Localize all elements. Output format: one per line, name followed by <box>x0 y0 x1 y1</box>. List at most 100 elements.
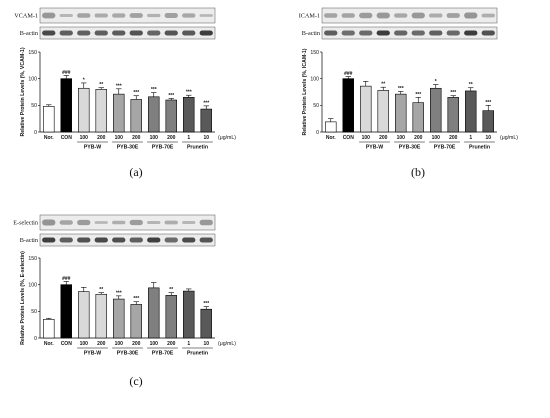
blot-actin-1-band <box>376 30 390 36</box>
y-axis-label: Relative Protein Levels (%, VCAM-1) <box>20 47 26 136</box>
category-label: 100 <box>432 135 441 141</box>
bar <box>165 295 177 339</box>
group-label: PYB-30E <box>117 145 139 151</box>
category-label: 10 <box>485 135 491 141</box>
blot-target-0-band <box>59 14 73 17</box>
blot-target-1-frame <box>321 7 498 24</box>
blot-actin-0-band <box>77 30 91 36</box>
blot-target-0-band <box>164 13 178 18</box>
category-label: 100 <box>397 135 406 141</box>
significance-label: ### <box>62 70 71 76</box>
category-label: 200 <box>132 135 141 141</box>
bar <box>325 121 337 133</box>
category-label: 100 <box>80 341 89 347</box>
blot-label-target: ICAM-1 <box>299 13 320 20</box>
blot-target-2-band <box>77 219 91 226</box>
blot-target-0-band <box>94 13 108 18</box>
category-label: 200 <box>97 135 106 141</box>
blot-target-0-band <box>77 13 91 18</box>
panel-label: (a) <box>129 165 142 179</box>
y-axis-label: Relative Protein Levels (%, E-selectin) <box>20 251 26 345</box>
blot-actin-1 <box>321 26 498 40</box>
unit-label: (μg/mL) <box>500 135 518 141</box>
category-label: 200 <box>97 341 106 347</box>
blot-target-2-band <box>94 221 108 224</box>
blot-actin-2-band <box>129 237 143 243</box>
group-label: Prunetin <box>187 351 208 357</box>
blot-target-1-band <box>341 13 355 18</box>
category-label: 200 <box>167 135 176 141</box>
bar <box>165 99 177 133</box>
blot-target-0-band <box>199 14 213 17</box>
category-label: CON <box>61 341 73 347</box>
category-label: 10 <box>203 135 209 141</box>
bar <box>465 90 477 133</box>
category-label: CON <box>343 135 355 141</box>
blot-actin-2-band <box>182 237 196 243</box>
group-label: PYB-W <box>84 351 101 357</box>
blot-actin-1-frame <box>321 26 498 40</box>
significance-label: ** <box>469 82 473 88</box>
significance-label: * <box>435 79 437 85</box>
bar <box>360 85 372 133</box>
significance-label: *** <box>450 90 456 96</box>
blot-actin-1-band <box>464 30 478 36</box>
bar <box>183 290 195 339</box>
category-label: 100 <box>115 135 124 141</box>
category-label: 100 <box>150 135 159 141</box>
blot-target-0 <box>39 7 216 24</box>
category-label: 200 <box>132 341 141 347</box>
blot-actin-2-band <box>94 237 108 243</box>
significance-label: *** <box>415 92 421 98</box>
significance-label: *** <box>133 90 139 96</box>
significance-label: *** <box>151 87 157 93</box>
category-label: Nor. <box>44 341 54 347</box>
category-label: 200 <box>449 135 458 141</box>
blot-target-0-band <box>42 12 56 19</box>
unit-label: (μg/mL) <box>218 135 236 141</box>
y-tick-label: 0 <box>34 336 37 342</box>
blot-actin-0-band <box>199 30 213 36</box>
blot-target-2-band <box>129 219 143 226</box>
bar <box>130 304 142 339</box>
blot-actin-0-band <box>59 30 73 36</box>
category-label: 100 <box>115 341 124 347</box>
blot-target-2 <box>39 214 216 231</box>
blot-target-1-band <box>429 13 443 18</box>
significance-label: ### <box>62 276 71 282</box>
blot-target-1-band <box>481 13 495 18</box>
blot-target-0-band <box>129 13 143 18</box>
bar <box>377 90 389 133</box>
group-label: PYB-30E <box>117 351 139 357</box>
blot-target-1-band <box>464 12 478 19</box>
significance-label: *** <box>116 83 122 89</box>
blot-actin-1-band <box>446 30 460 36</box>
bar <box>130 99 142 133</box>
blot-target-0-band <box>147 13 161 18</box>
bar <box>148 287 160 339</box>
bar <box>113 93 125 133</box>
blot-actin-1-band <box>341 30 355 36</box>
blot-target-0-band <box>112 13 126 18</box>
bar <box>43 319 55 339</box>
blot-target-2-band <box>182 221 196 224</box>
group-label: PYB-70E <box>434 145 456 151</box>
blot-target-1-band <box>394 13 408 18</box>
significance-label: ** <box>169 287 173 293</box>
bar <box>113 298 125 339</box>
bar <box>60 284 72 339</box>
blot-actin-2-band <box>199 237 213 243</box>
blot-target-2-band <box>42 219 56 226</box>
y-tick-label: 0 <box>316 130 319 136</box>
bar <box>95 293 107 339</box>
group-label: PYB-70E <box>152 351 174 357</box>
y-tick-label: 50 <box>313 103 319 109</box>
bar <box>78 291 90 339</box>
blot-target-2-band <box>59 220 73 225</box>
significance-label: *** <box>485 100 491 106</box>
bar <box>78 87 90 133</box>
bar <box>447 97 459 133</box>
blot-target-1-band <box>324 13 338 18</box>
category-label: Nor. <box>44 135 54 141</box>
